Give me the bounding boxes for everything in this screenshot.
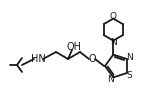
Text: S: S (127, 71, 133, 80)
Text: O: O (110, 12, 117, 21)
Text: N: N (107, 75, 114, 84)
Text: OH: OH (67, 42, 82, 52)
Text: HN: HN (31, 54, 45, 64)
Text: N: N (110, 38, 117, 47)
Text: N: N (126, 53, 133, 62)
Text: O: O (88, 54, 96, 64)
